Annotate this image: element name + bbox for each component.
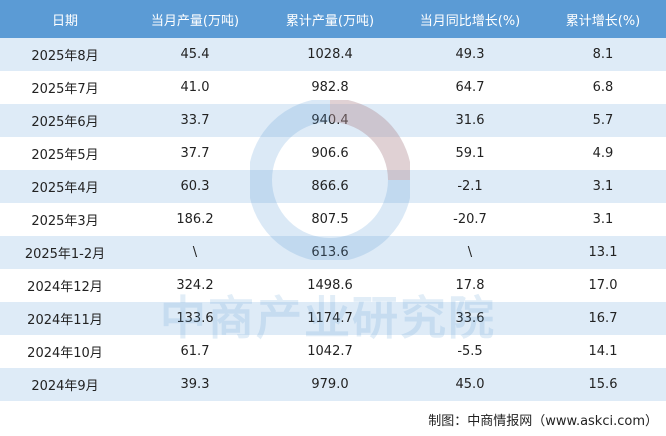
table-cell: 33.7	[130, 104, 260, 137]
footer: 制图：中商情报网（www.askci.com）	[428, 414, 658, 429]
table-cell: 16.7	[540, 302, 666, 335]
table-cell: 2025年7月	[31, 82, 99, 97]
table-cell: 982.8	[311, 80, 349, 95]
table-cell: 39.3	[130, 368, 260, 401]
table-cell: 31.6	[400, 104, 540, 137]
table-cell: 60.3	[130, 170, 260, 203]
table-cell: 3.1	[592, 212, 614, 227]
table-cell: 866.6	[260, 170, 400, 203]
table-cell: 1042.7	[307, 344, 353, 359]
table-cell: -2.1	[400, 170, 540, 203]
table-row: 2025年1-2月 \ 613.6 \ 13.1	[0, 236, 666, 269]
table-cell: 15.6	[540, 368, 666, 401]
table-cell: 2025年5月	[31, 148, 99, 163]
table-cell: 6.8	[592, 80, 614, 95]
table-cell: 940.4	[260, 104, 400, 137]
watermark-logo	[250, 100, 410, 260]
header-cell: 累计产量(万吨)	[260, 0, 400, 38]
table-cell: 17.0	[588, 278, 618, 293]
table-cell: -20.7	[453, 212, 487, 227]
header-cell: 日期	[0, 0, 130, 38]
table-cell: 613.6	[260, 236, 400, 269]
table-row: 2024年9月 39.3 979.0 45.0 15.6	[0, 368, 666, 401]
watermark-text: 中商产业研究院	[160, 291, 496, 345]
table-cell: \	[130, 236, 260, 269]
table-cell: 8.1	[540, 38, 666, 71]
table-cell: 324.2	[176, 278, 214, 293]
table-cell: 5.7	[540, 104, 666, 137]
table-row: 2025年3月 186.2 807.5 -20.7 3.1	[0, 203, 666, 236]
table-row: 2025年8月 45.4 1028.4 49.3 8.1	[0, 38, 666, 71]
table-cell: -5.5	[457, 344, 483, 359]
table-cell: 906.6	[311, 146, 349, 161]
table-cell: 3.1	[540, 170, 666, 203]
table-cell: 2025年6月	[0, 104, 130, 137]
header-cell: 当月产量(万吨)	[130, 0, 260, 38]
header-row: 日期 当月产量(万吨) 累计产量(万吨) 当月同比增长(%) 累计增长(%)	[0, 0, 666, 38]
data-table: 日期 当月产量(万吨) 累计产量(万吨) 当月同比增长(%) 累计增长(%) 2025年…	[0, 0, 666, 401]
table-cell: 14.1	[588, 344, 618, 359]
table-row: 2025年6月 33.7 940.4 31.6 5.7	[0, 104, 666, 137]
table-cell: 45.4	[130, 38, 260, 71]
table-cell: 13.1	[540, 236, 666, 269]
table-cell: 1028.4	[260, 38, 400, 71]
table-body: 2025年8月 45.4 1028.4 49.3 8.1 2025年7月 41.0 982.8…	[0, 38, 666, 401]
header-cell: 当月同比增长(%)	[400, 0, 540, 38]
table-row: 2024年10月 61.7 1042.7 -5.5 14.1	[0, 335, 666, 368]
table-cell: 61.7	[180, 344, 210, 359]
table-cell: 4.9	[592, 146, 614, 161]
table-cell: 64.7	[455, 80, 485, 95]
table-cell: 59.1	[455, 146, 485, 161]
table-cell: 33.6	[400, 302, 540, 335]
table-cell: 41.0	[180, 80, 210, 95]
table-row: 2024年12月 324.2 1498.6 17.8 17.0	[0, 269, 666, 302]
table-row: 2024年11月 133.6 1174.7 33.6 16.7	[0, 302, 666, 335]
table-row: 2025年5月 37.7 906.6 59.1 4.9	[0, 137, 666, 170]
table-cell: 2025年3月	[31, 214, 99, 229]
table-cell: 2024年9月	[0, 368, 130, 401]
table-cell: 979.0	[260, 368, 400, 401]
table-cell: 1174.7	[260, 302, 400, 335]
table-cell: 45.0	[400, 368, 540, 401]
table-row: 2025年4月 60.3 866.6 -2.1 3.1	[0, 170, 666, 203]
table-cell: 37.7	[180, 146, 210, 161]
table-cell: 2024年12月	[27, 280, 103, 295]
table-cell: 49.3	[400, 38, 540, 71]
table-cell: \	[400, 236, 540, 269]
header-cell: 累计增长(%)	[540, 0, 666, 38]
table-cell: 807.5	[311, 212, 349, 227]
table-cell: 2025年4月	[0, 170, 130, 203]
table-cell: 133.6	[130, 302, 260, 335]
table-cell: 186.2	[176, 212, 214, 227]
table-cell: 2025年8月	[0, 38, 130, 71]
table-row: 2025年7月 41.0 982.8 64.7 6.8	[0, 71, 666, 104]
table-cell: 2024年11月	[0, 302, 130, 335]
table-cell: 17.8	[455, 278, 485, 293]
table-cell: 1498.6	[307, 278, 353, 293]
table-cell: 2024年10月	[27, 346, 103, 361]
table-cell: 2025年1-2月	[0, 236, 130, 269]
